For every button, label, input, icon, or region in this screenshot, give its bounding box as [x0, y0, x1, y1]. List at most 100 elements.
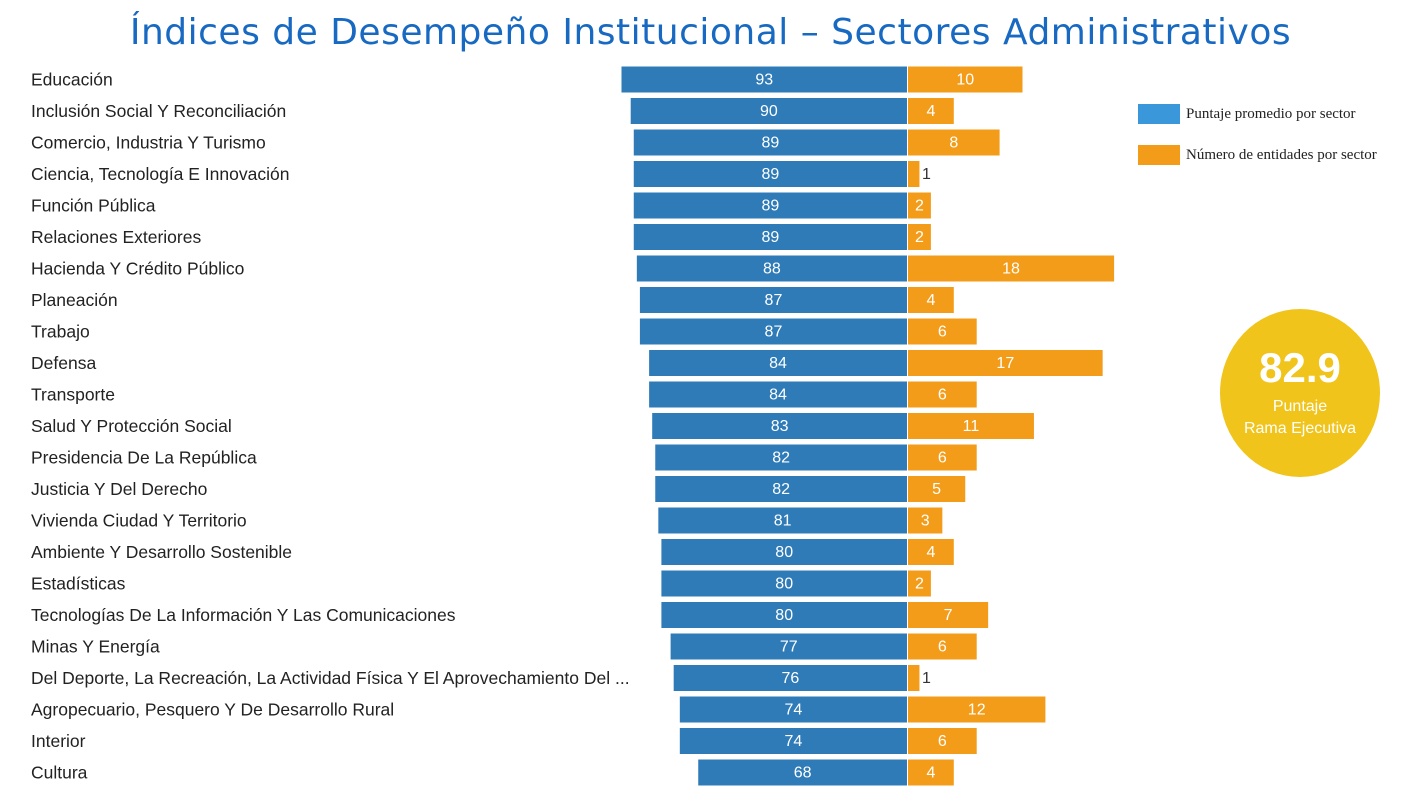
count-bar	[908, 192, 931, 219]
category-label: Inclusión Social Y Reconciliación	[31, 101, 286, 121]
score-bar	[639, 318, 907, 345]
score-bar	[673, 665, 907, 691]
score-value-label: 83	[771, 418, 789, 435]
count-value-label: 6	[938, 733, 947, 750]
score-bar	[670, 633, 907, 660]
category-label: Ambiente Y Desarrollo Sostenible	[31, 542, 292, 562]
score-value-label: 88	[763, 261, 781, 278]
count-value-label: 18	[1002, 261, 1020, 278]
count-bar	[908, 633, 977, 660]
score-bar	[649, 350, 907, 376]
legend-swatch-count	[1138, 145, 1180, 165]
score-bar	[661, 602, 907, 628]
score-bar	[633, 161, 907, 187]
score-bar	[649, 381, 907, 408]
executive-score-value: 82.9	[1259, 344, 1341, 391]
count-bar	[908, 539, 954, 565]
count-bar	[908, 507, 943, 534]
legend-swatch-score	[1138, 104, 1180, 124]
score-value-label: 81	[774, 513, 792, 530]
legend-label-score: Puntaje promedio por sector	[1186, 105, 1356, 122]
category-label: Ciencia, Tecnología E Innovación	[31, 164, 289, 184]
category-label: Interior	[31, 731, 86, 751]
count-bar	[908, 98, 954, 124]
score-value-label: 74	[785, 702, 803, 719]
count-bar	[908, 350, 1103, 376]
category-label: Justicia Y Del Derecho	[31, 479, 207, 499]
count-value-label: 2	[915, 198, 924, 215]
category-label: Vivienda Ciudad Y Territorio	[31, 511, 247, 531]
count-value-label: 1	[922, 670, 931, 687]
count-bar	[908, 413, 1034, 439]
score-bar	[639, 287, 907, 313]
score-value-label: 93	[755, 72, 773, 89]
score-bar	[679, 696, 907, 723]
score-bar	[621, 66, 907, 93]
score-bar	[655, 444, 907, 471]
category-labels: Educación Inclusión Social Y Reconciliaci…	[31, 70, 630, 783]
count-bars	[908, 66, 1115, 786]
count-value-label: 4	[926, 103, 935, 120]
score-value-label: 84	[769, 355, 787, 372]
count-value-label: 17	[996, 355, 1014, 372]
page-title: Índices de Desempeño Institucional – Sec…	[129, 12, 1292, 53]
category-label: Estadísticas	[31, 574, 126, 594]
count-bar	[908, 696, 1046, 723]
score-value-label: 74	[785, 733, 803, 750]
category-label: Tecnologías De La Información Y Las Comu…	[31, 605, 456, 625]
score-value-label: 82	[772, 450, 790, 467]
count-value-label: 6	[938, 450, 947, 467]
category-label: Hacienda Y Crédito Público	[31, 259, 244, 279]
count-bar	[908, 476, 966, 502]
category-label: Del Deporte, La Recreación, La Actividad…	[31, 668, 630, 688]
count-value-label: 1	[922, 166, 931, 183]
score-bar	[658, 507, 907, 534]
executive-score-label-2: Rama Ejecutiva	[1243, 420, 1357, 437]
count-value-label: 10	[956, 72, 974, 89]
score-value-label: 90	[760, 103, 778, 120]
score-bar	[630, 98, 907, 124]
count-bar	[908, 161, 920, 187]
executive-score-label-1: Puntaje	[1272, 398, 1328, 415]
score-bar	[636, 255, 907, 282]
count-bar	[908, 570, 931, 597]
score-bar	[661, 570, 907, 597]
score-value-label: 80	[775, 576, 793, 593]
category-label: Presidencia De La República	[31, 448, 257, 468]
legend: Puntaje promedio por sector Número de en…	[1138, 103, 1377, 185]
legend-item-count: Número de entidades por sector	[1138, 144, 1377, 166]
score-value-label: 76	[781, 670, 799, 687]
count-value-label: 12	[968, 702, 986, 719]
category-label: Comercio, Industria Y Turismo	[31, 133, 266, 153]
category-label: Defensa	[31, 353, 96, 373]
count-value-label: 11	[963, 418, 980, 435]
count-bar	[908, 255, 1115, 282]
category-label: Educación	[31, 70, 113, 90]
legend-item-score: Puntaje promedio por sector	[1138, 103, 1377, 125]
count-bar	[908, 318, 977, 345]
score-bar	[655, 476, 907, 502]
category-label: Relaciones Exteriores	[31, 227, 201, 247]
count-bar	[908, 66, 1023, 93]
score-bar	[633, 224, 907, 250]
count-value-label: 3	[921, 513, 930, 530]
count-bar	[908, 129, 1000, 156]
score-value-label: 87	[765, 292, 783, 309]
category-label: Función Pública	[31, 196, 156, 216]
count-value-label: 4	[926, 544, 935, 561]
category-label: Trabajo	[31, 322, 90, 342]
count-bar	[908, 381, 977, 408]
score-value-label: 77	[780, 639, 798, 656]
count-value-label: 2	[915, 576, 924, 593]
count-value-label: 8	[949, 135, 958, 152]
legend-label-count: Número de entidades por sector	[1186, 146, 1377, 163]
count-bar	[908, 665, 920, 691]
count-bar	[908, 602, 989, 628]
count-bar	[908, 444, 977, 471]
score-value-label: 89	[761, 166, 779, 183]
count-value-label: 4	[926, 765, 935, 782]
count-value-label: 7	[944, 607, 953, 624]
score-bar	[633, 192, 907, 219]
